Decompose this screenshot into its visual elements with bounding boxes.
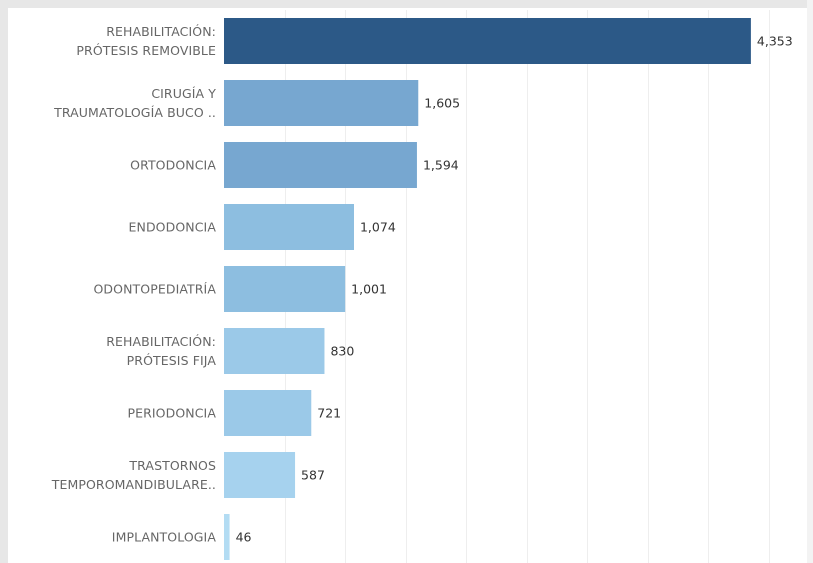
category-label: ORTODONCIA <box>130 158 216 173</box>
category-label: TEMPOROMANDIBULARE.. <box>51 477 216 492</box>
top-border-strip <box>0 0 813 8</box>
value-label: 830 <box>330 344 354 359</box>
bar[interactable] <box>224 142 417 188</box>
category-label: PRÓTESIS FIJA <box>127 353 217 368</box>
bar-layer <box>224 18 751 560</box>
bar[interactable] <box>224 514 230 560</box>
value-label: 1,074 <box>360 220 396 235</box>
category-label: TRAUMATOLOGÍA BUCO .. <box>53 105 216 120</box>
bar[interactable] <box>224 390 312 436</box>
bar[interactable] <box>224 204 354 250</box>
category-label: REHABILITACIÓN: <box>106 334 216 349</box>
value-label: 1,001 <box>351 282 387 297</box>
category-label: REHABILITACIÓN: <box>106 24 216 39</box>
bar[interactable] <box>224 80 419 126</box>
category-label: ENDODONCIA <box>129 220 217 235</box>
bar[interactable] <box>224 452 296 498</box>
value-label: 4,353 <box>757 34 793 49</box>
category-label: TRASTORNOS <box>128 458 216 473</box>
bar[interactable] <box>224 328 325 374</box>
bar[interactable] <box>224 18 751 64</box>
value-label: 46 <box>236 530 252 545</box>
right-border-strip <box>807 0 813 563</box>
category-label: CIRUGÍA Y <box>151 86 216 101</box>
category-label: PRÓTESIS REMOVIBLE <box>76 43 216 58</box>
left-border-strip <box>0 0 8 563</box>
category-label: ODONTOPEDIATRÍA <box>93 282 216 297</box>
category-label: IMPLANTOLOGIA <box>112 530 217 545</box>
value-label: 587 <box>301 468 325 483</box>
category-label: PERIODONCIA <box>127 406 216 421</box>
bar[interactable] <box>224 266 346 312</box>
label-layer: 4,353 REHABILITACIÓN: PRÓTESIS REMOVIBLE 1,… <box>51 24 793 545</box>
value-label: 1,594 <box>423 158 459 173</box>
value-label: 1,605 <box>424 96 460 111</box>
value-label: 721 <box>317 406 341 421</box>
